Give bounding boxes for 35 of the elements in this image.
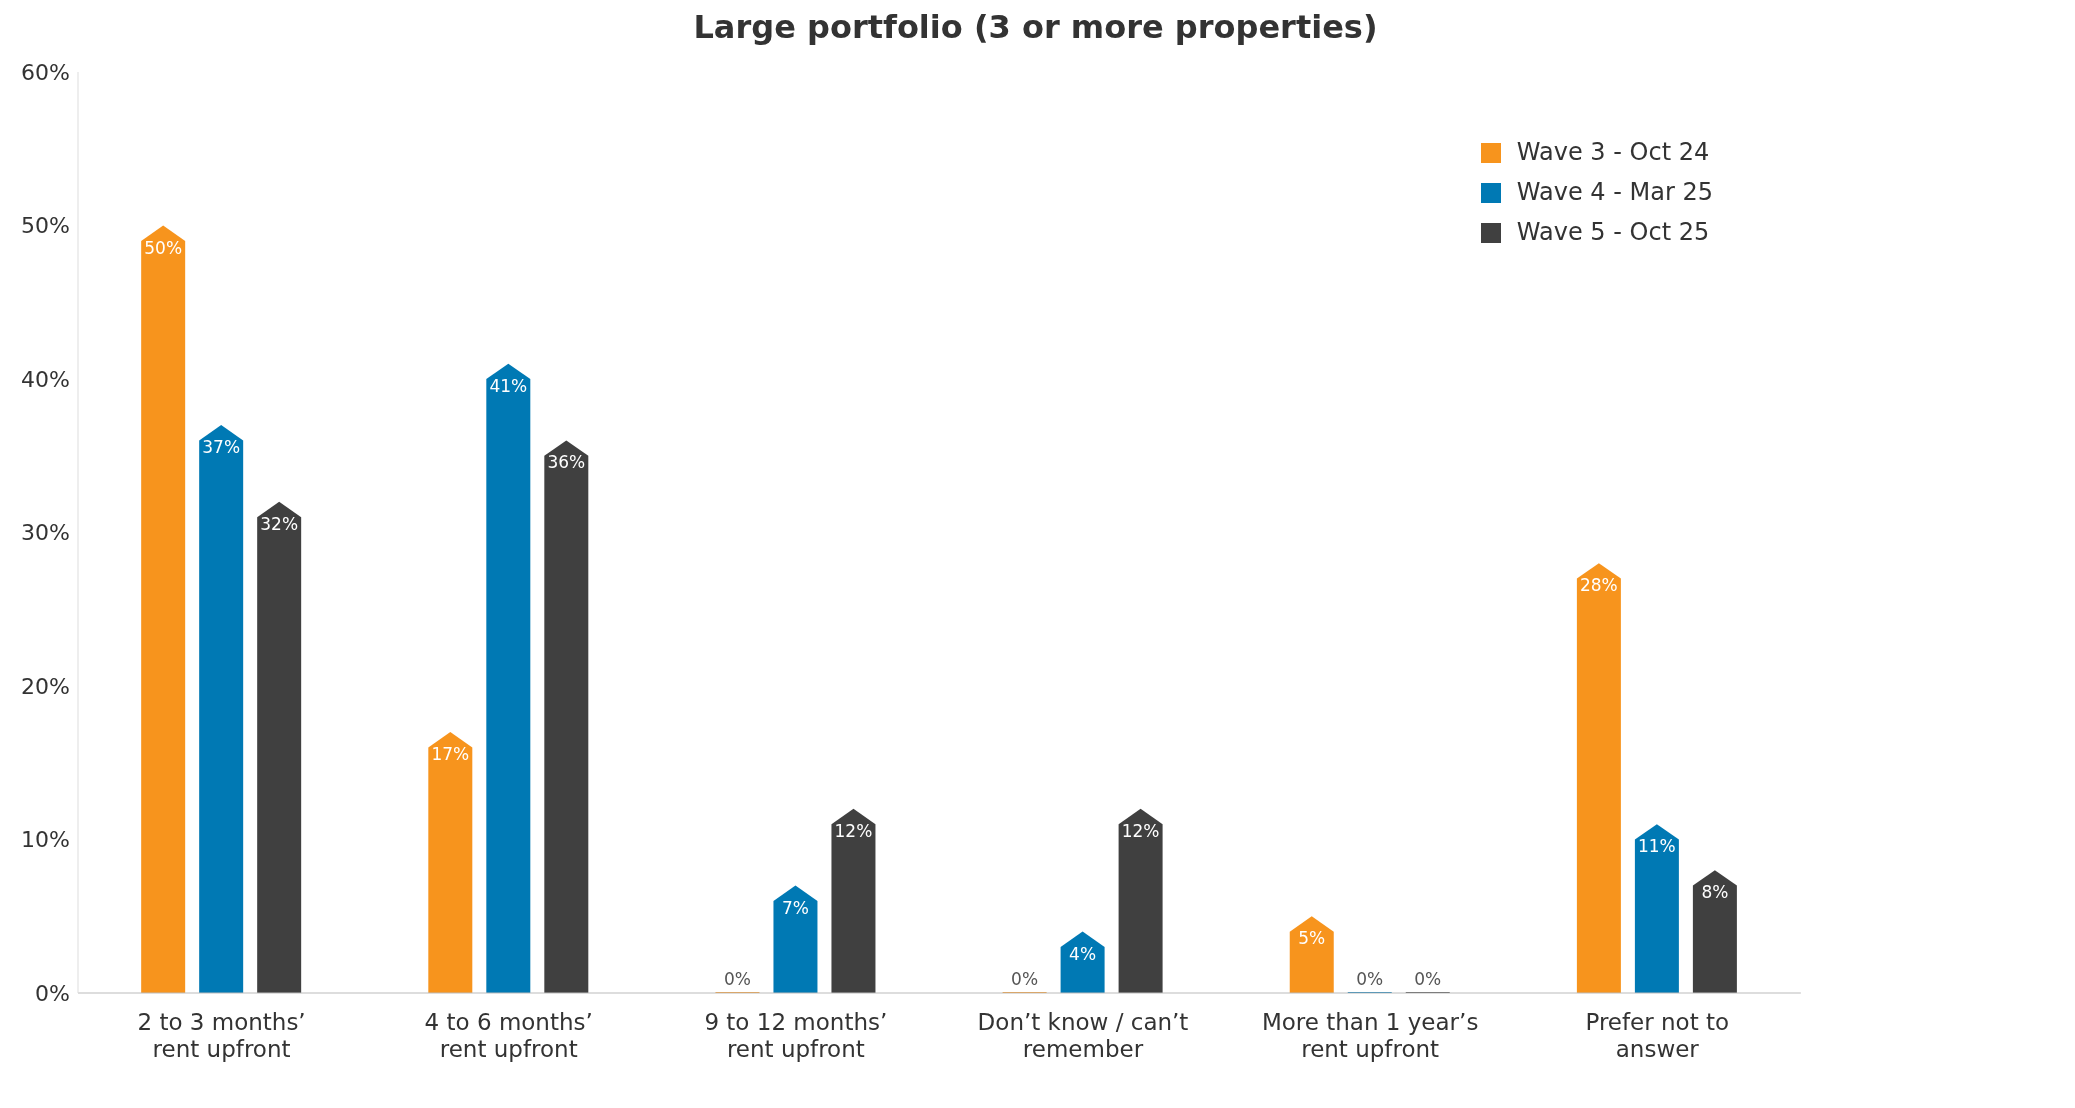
- y-tick-label: 50%: [21, 213, 70, 239]
- data-label: 7%: [781, 897, 809, 918]
- data-label: 36%: [547, 452, 586, 473]
- data-label: 11%: [1637, 836, 1676, 857]
- x-tick-label: More than 1 year’s rent upfront: [1261, 1008, 1479, 1063]
- data-label: 41%: [489, 375, 528, 396]
- data-label: 8%: [1701, 882, 1729, 903]
- y-tick-label: 60%: [21, 59, 70, 85]
- y-tick-label: 40%: [21, 366, 70, 392]
- y-tick-label: 20%: [21, 673, 70, 699]
- y-tick-label: 0%: [35, 980, 70, 1006]
- data-label: 50%: [144, 237, 183, 258]
- x-tick-label: 9 to 12 months’ rent upfront: [704, 1008, 888, 1063]
- x-tick-label: 2 to 3 months’ rent upfront: [137, 1008, 306, 1063]
- data-label: 0%: [723, 969, 751, 989]
- x-tick-label: 4 to 6 months’ rent upfront: [424, 1008, 593, 1063]
- data-label: 17%: [431, 744, 470, 765]
- data-label: 28%: [1579, 575, 1618, 596]
- data-label: 0%: [1414, 969, 1442, 989]
- x-tick-label: Prefer not to answer: [1585, 1008, 1730, 1063]
- y-tick-label: 30%: [21, 520, 70, 546]
- chart-title: Large portfolio (3 or more properties): [692, 8, 1379, 48]
- data-label: 37%: [202, 437, 241, 458]
- data-label: 32%: [260, 513, 299, 534]
- legend-label: Wave 5 - Oct 25: [1516, 218, 1710, 246]
- data-label: 0%: [1011, 969, 1039, 989]
- legend-label: Wave 3 - Oct 24: [1516, 138, 1710, 166]
- data-label: 5%: [1298, 928, 1326, 949]
- y-tick-label: 10%: [21, 827, 70, 853]
- legend-label: Wave 4 - Mar 25: [1516, 178, 1713, 206]
- data-label: 4%: [1069, 943, 1097, 964]
- data-label: 0%: [1356, 969, 1384, 989]
- data-label: 12%: [834, 820, 873, 841]
- x-tick-label: Don’t know / can’t remember: [977, 1008, 1189, 1063]
- data-label: 12%: [1121, 820, 1160, 841]
